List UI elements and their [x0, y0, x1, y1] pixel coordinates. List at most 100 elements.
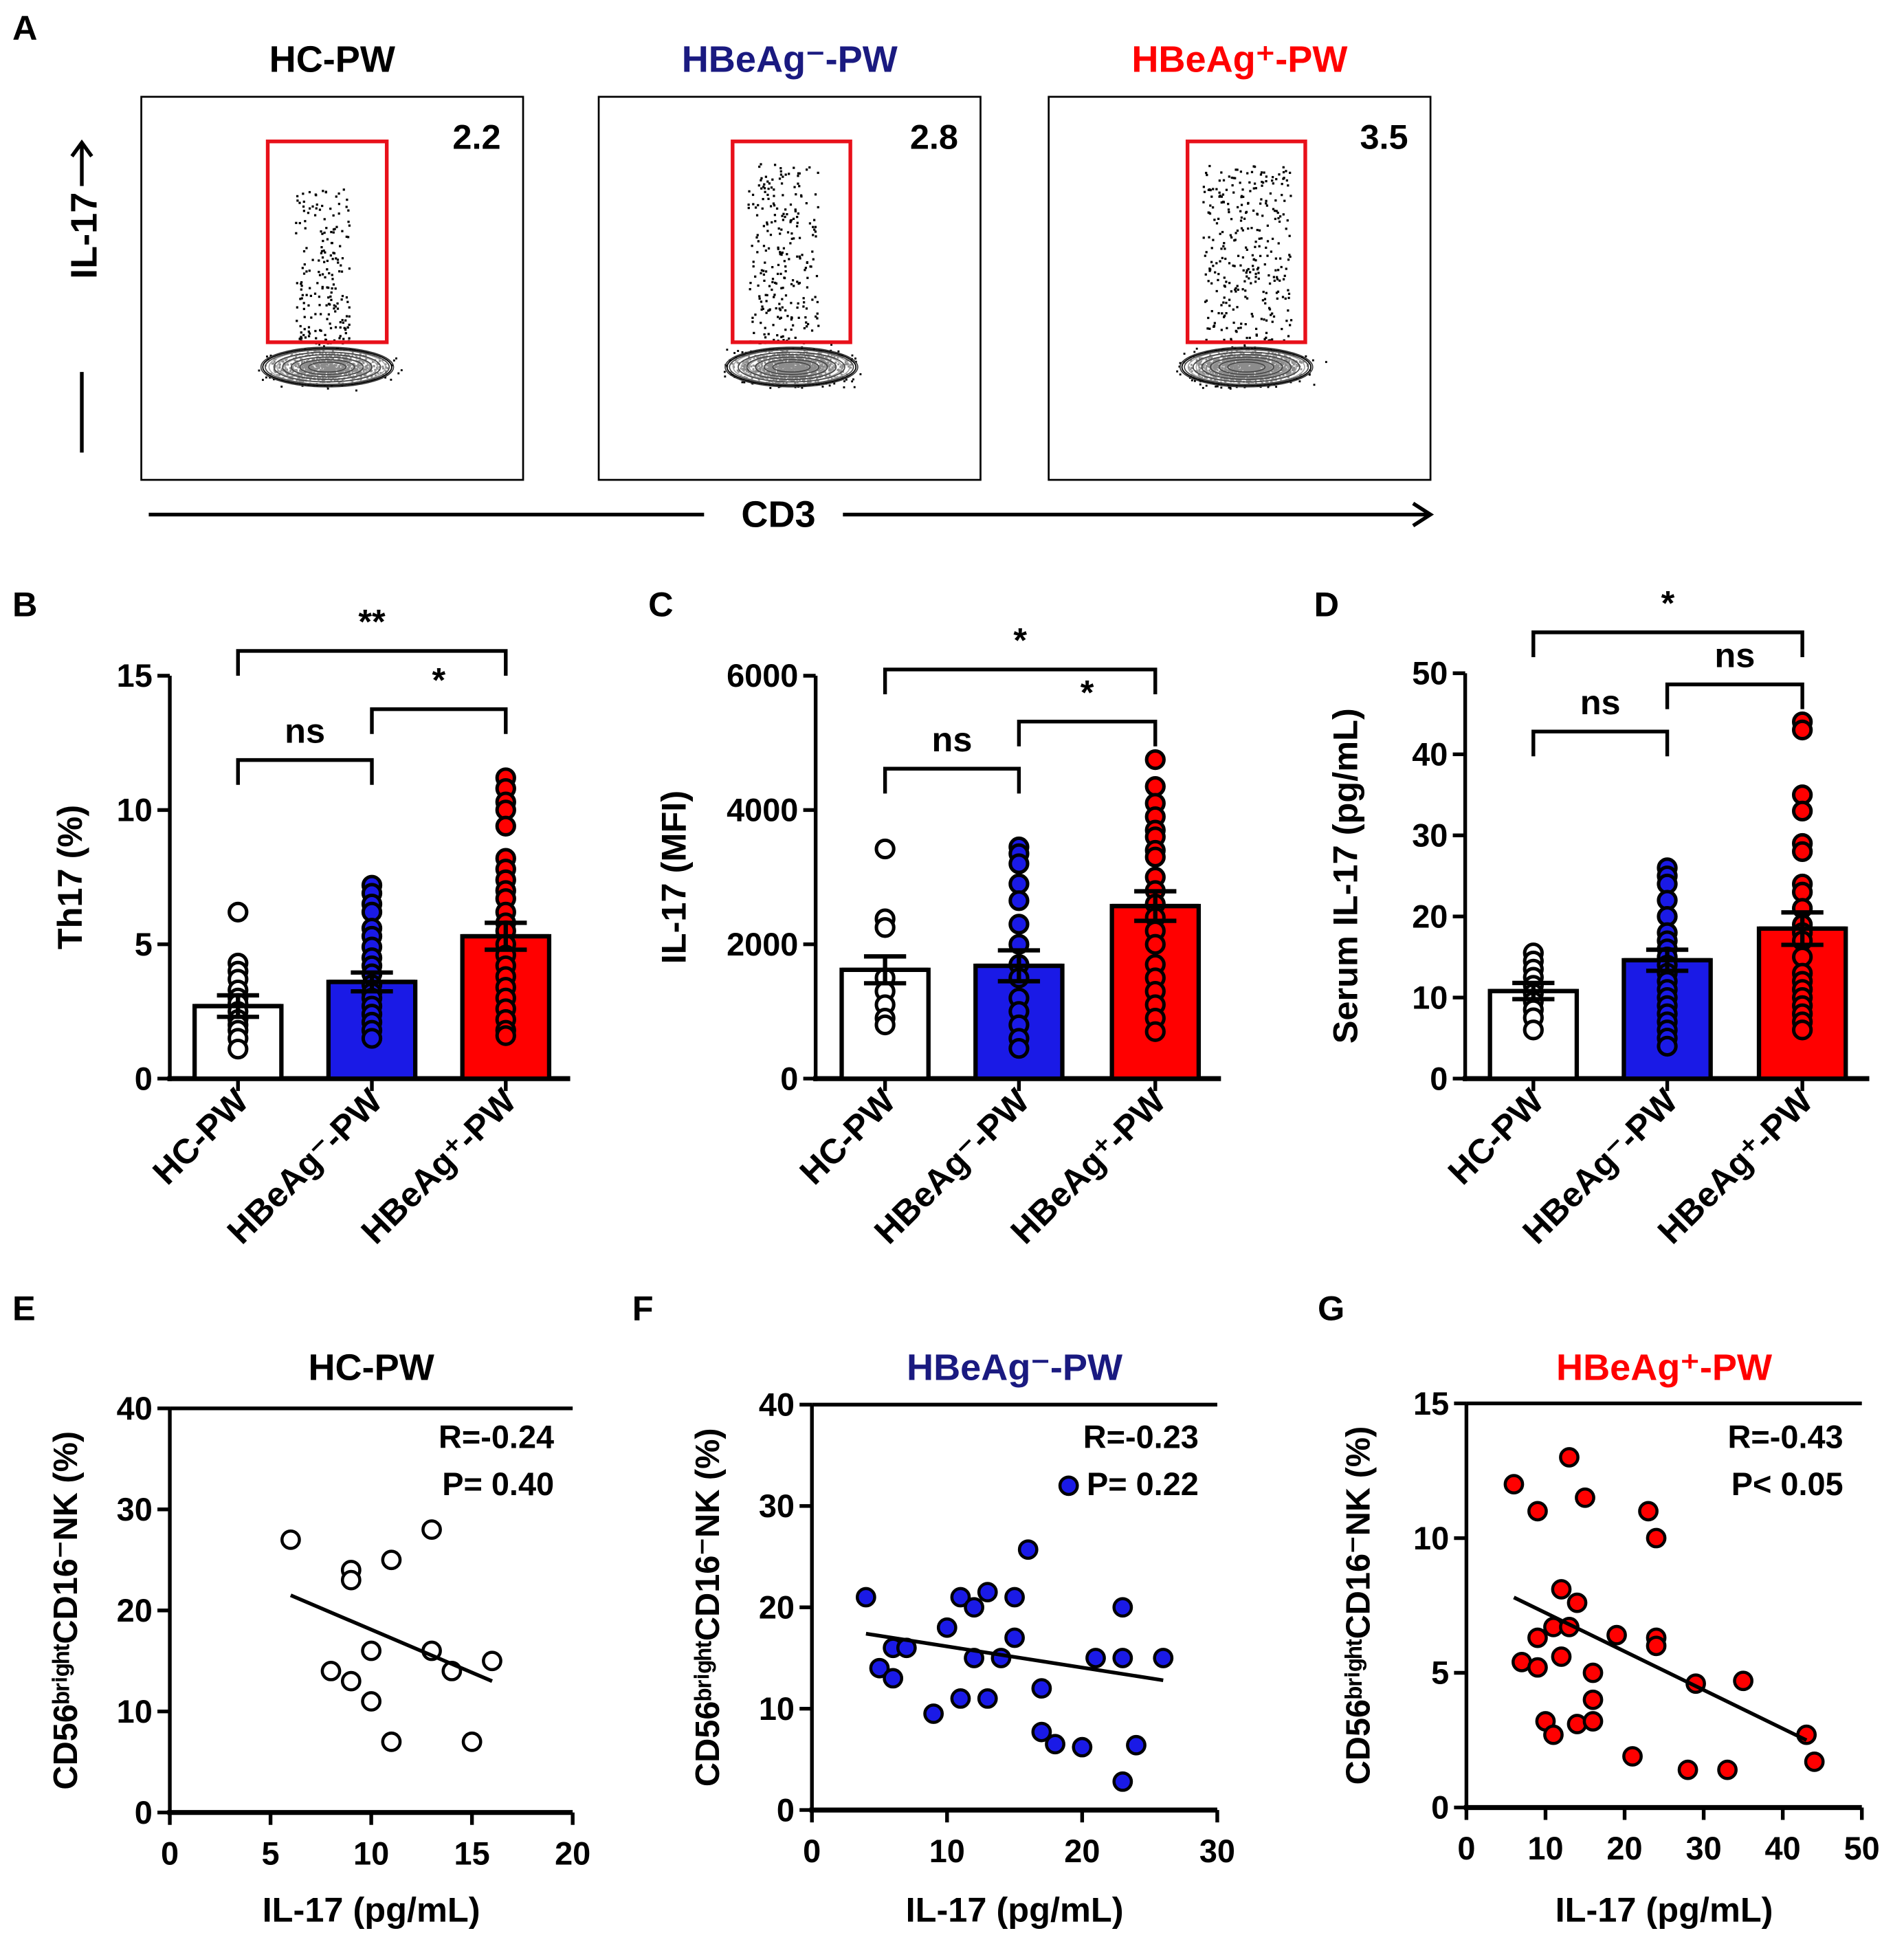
regression-line: [1513, 1595, 1808, 1742]
event-dot: [320, 250, 324, 253]
event-dot: [346, 198, 348, 201]
event-dot: [780, 287, 783, 289]
event-dot: [321, 285, 324, 289]
event-dot: [749, 281, 752, 285]
x-tick-label: 20: [1064, 1833, 1100, 1869]
event-dot: [329, 254, 332, 257]
event-dot: [779, 167, 782, 170]
event-dot: [1254, 187, 1257, 190]
event-dot: [296, 306, 299, 309]
event-dot: [1205, 251, 1208, 254]
event-dot: [773, 188, 775, 191]
event-dot: [346, 236, 350, 239]
event-dot: [1313, 384, 1316, 386]
event-dot: [1281, 194, 1283, 197]
event-dot: [758, 295, 761, 298]
event-dot: [798, 172, 801, 175]
event-dot: [1276, 290, 1280, 293]
panel-label-A: A: [12, 8, 37, 47]
event-dot: [1229, 386, 1232, 389]
event-dot: [1235, 290, 1237, 293]
event-dot: [1220, 304, 1223, 307]
event-dot: [1285, 267, 1287, 270]
event-dot: [323, 218, 326, 221]
event-dot: [348, 323, 351, 327]
event-dot: [1261, 184, 1263, 187]
event-dot: [1235, 168, 1237, 171]
event-dot: [339, 326, 342, 329]
contour-line: [1192, 351, 1300, 383]
event-dot: [773, 281, 777, 285]
event-dot: [1230, 236, 1233, 239]
event-dot: [811, 250, 814, 253]
event-dot: [1228, 262, 1231, 265]
event-dot: [780, 253, 783, 256]
x-tick-label: 30: [1199, 1833, 1235, 1869]
event-dot: [791, 279, 795, 282]
event-dot: [1213, 325, 1215, 328]
event-dot: [314, 193, 317, 196]
event-dot: [295, 232, 298, 234]
event-dot: [339, 245, 342, 247]
event-dot: [1223, 316, 1226, 318]
y-tick-label: 10: [1412, 980, 1448, 1015]
arrow-up-icon: [70, 139, 93, 157]
x-tick-label: HC-PW: [1440, 1081, 1551, 1192]
y-tick-label: 20: [1412, 898, 1448, 934]
event-dot: [777, 246, 779, 249]
event-dot: [1236, 206, 1239, 209]
event-dot: [1271, 338, 1274, 341]
event-dot: [335, 225, 338, 228]
event-dot: [325, 227, 328, 230]
event-dot: [1266, 224, 1269, 227]
event-dot: [1246, 269, 1248, 272]
event-dot: [1298, 380, 1301, 383]
event-dot: [1287, 296, 1290, 300]
event-dot: [1228, 210, 1230, 214]
event-dot: [307, 330, 310, 333]
event-dot: [779, 170, 782, 173]
event-dot: [773, 294, 776, 296]
gate-percentage: 3.5: [1360, 118, 1408, 157]
event-dot: [1254, 259, 1257, 262]
event-dot: [1240, 203, 1243, 206]
event-dot: [331, 274, 333, 276]
contour-line: [265, 349, 390, 386]
event-dot: [302, 333, 305, 337]
event-dot: [1225, 311, 1228, 315]
x-tick-label: 40: [1765, 1831, 1801, 1866]
event-dot: [788, 173, 790, 175]
event-dot: [778, 177, 782, 180]
event-dot: [320, 329, 322, 332]
event-dot: [1225, 188, 1228, 191]
significance-bracket: [883, 667, 1158, 695]
event-dot: [321, 273, 324, 276]
event-dot: [1277, 242, 1280, 245]
y-tick-label: 10: [117, 1694, 153, 1730]
event-dot: [261, 379, 264, 382]
contour-line: [260, 346, 395, 388]
data-point: [1008, 1037, 1030, 1059]
data-point: [320, 1661, 342, 1681]
event-dot: [784, 294, 788, 297]
event-dot: [302, 210, 306, 212]
event-dot: [343, 327, 346, 329]
event-dot: [760, 179, 762, 181]
data-point: [361, 1028, 383, 1049]
event-dot: [752, 265, 755, 268]
y-tick-label: 10: [1413, 1521, 1449, 1556]
x-tick-label: 5: [262, 1835, 280, 1871]
y-tick-label: 0: [777, 1792, 795, 1828]
event-dot: [764, 294, 767, 296]
data-point: [280, 1529, 301, 1550]
y-axis-label: CD56ᵇʳⁱᵍʰᵗCD16⁻NK (%): [1340, 1426, 1377, 1785]
event-dot: [1265, 204, 1269, 207]
data-point: [1058, 1475, 1079, 1496]
event-dot: [329, 295, 332, 298]
event-dot: [1207, 280, 1210, 283]
event-dot: [812, 225, 815, 228]
event-dot: [333, 304, 335, 307]
event-dot: [760, 272, 762, 275]
event-dot: [1239, 210, 1242, 212]
